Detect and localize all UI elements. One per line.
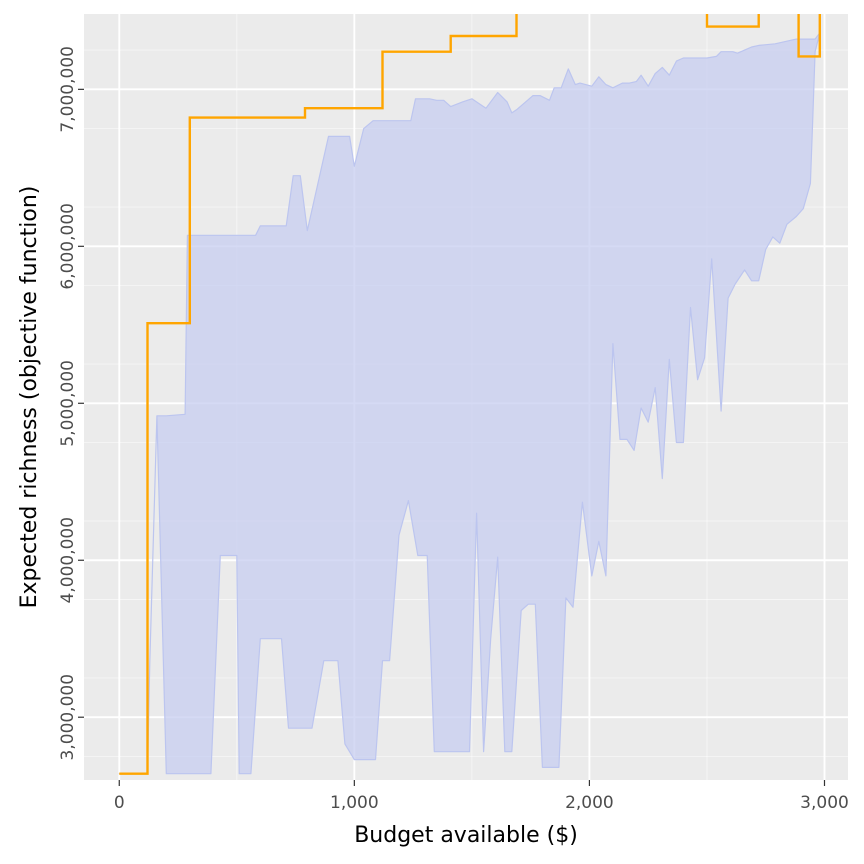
x-tick-label: 1,000 bbox=[330, 793, 379, 813]
y-tick-label: 5,000,000 bbox=[58, 360, 78, 447]
x-tick-label: 2,000 bbox=[565, 793, 614, 813]
x-tick-label: 3,000 bbox=[800, 793, 849, 813]
y-tick-label: 6,000,000 bbox=[58, 203, 78, 290]
y-axis: 3,000,000 4,000,000 5,000,000 6,000,000 7,00… bbox=[58, 46, 84, 760]
optimal-step-line bbox=[119, 14, 821, 775]
ribbon-area bbox=[118, 32, 821, 775]
y-tick-label: 4,000,000 bbox=[58, 517, 78, 604]
clipped-data-group bbox=[118, 14, 821, 775]
x-tick-label: 0 bbox=[114, 793, 125, 813]
plot-layer bbox=[118, 14, 821, 775]
x-axis-title: Budget available ($) bbox=[354, 823, 578, 848]
y-tick-label: 7,000,000 bbox=[58, 46, 78, 133]
y-axis-title: Expected richness (objective function) bbox=[17, 186, 42, 609]
x-axis: 0 1,000 2,000 3,000 bbox=[114, 780, 849, 813]
y-tick-label: 3,000,000 bbox=[58, 674, 78, 761]
